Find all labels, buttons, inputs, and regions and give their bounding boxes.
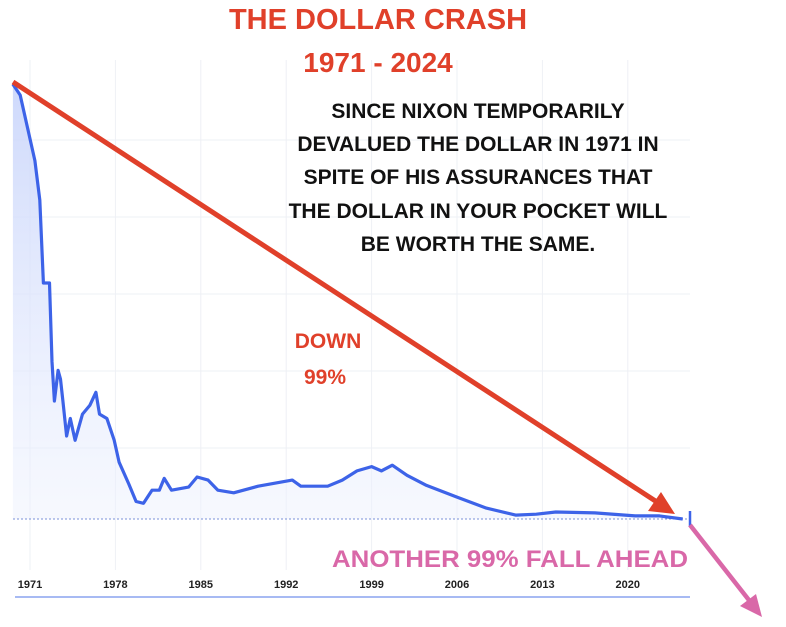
description-line-2: DEVALUED THE DOLLAR IN 1971 IN (297, 133, 658, 156)
chart-subtitle: 1971 - 2024 (303, 47, 453, 78)
x-tick-label: 2013 (530, 579, 554, 591)
down-percent-label: 99% (304, 366, 346, 389)
description-line-4: THE DOLLAR IN YOUR POCKET WILL (289, 200, 668, 223)
x-tick-label: 2020 (616, 579, 640, 591)
trend-arrow (11, 79, 662, 507)
x-tick-label: 1978 (103, 579, 127, 591)
x-tick-label: 1985 (189, 579, 213, 591)
description-line-3: SPITE OF HIS ASSURANCES THAT (304, 166, 653, 189)
description-line-5: BE WORTH THE SAME. (361, 233, 596, 256)
forecast-arrow (688, 523, 754, 606)
down-label: DOWN (295, 330, 362, 353)
x-tick-label: 1971 (18, 579, 42, 591)
series-line (11, 83, 683, 521)
forecast-arrowhead (740, 594, 762, 617)
series-area-fill (12, 84, 683, 519)
description-line-1: SINCE NIXON TEMPORARILY (331, 100, 624, 123)
x-tick-label: 1992 (274, 579, 298, 591)
trend-arrowhead (648, 492, 675, 514)
chart-title: THE DOLLAR CRASH (229, 4, 527, 36)
x-tick-label: 1999 (359, 579, 383, 591)
forecast-label: ANOTHER 99% FALL AHEAD (332, 546, 688, 573)
x-tick-label: 2006 (445, 579, 469, 591)
